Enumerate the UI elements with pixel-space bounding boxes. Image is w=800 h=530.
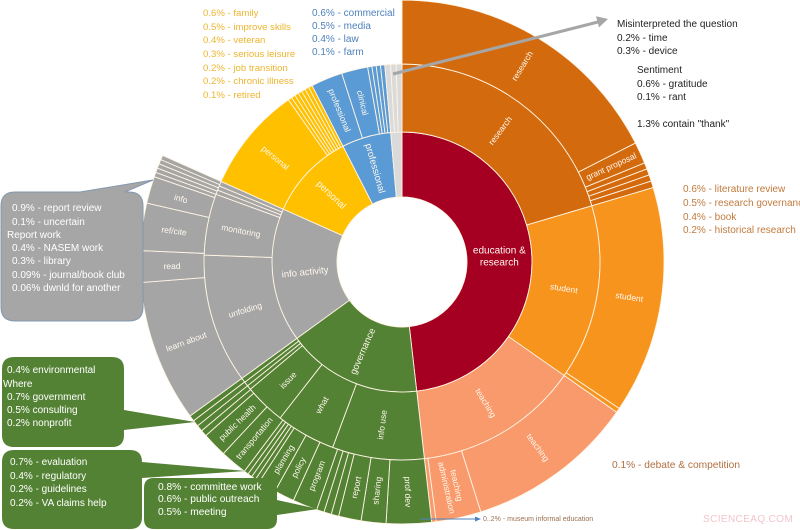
segment-label-read: read bbox=[163, 261, 180, 271]
governance-callout-2-text: 0.7% - evaluation 0.4% - regulatory 0.2%… bbox=[10, 456, 107, 511]
callout-line: 0.9% - report review bbox=[12, 203, 102, 215]
note-line: 0.4% - veteran bbox=[203, 35, 266, 47]
note-line: 0.6% - gratitude bbox=[637, 78, 708, 90]
callout-line: 0.2% - VA claims help bbox=[10, 498, 107, 510]
callout-line: 0.2% - guidelines bbox=[10, 484, 87, 496]
segment-label-report: report bbox=[349, 475, 363, 499]
governance-callout-2-bubble bbox=[2, 450, 246, 529]
museum-arrowhead-icon bbox=[475, 516, 481, 522]
debate-note: 0.1% - debate & competition bbox=[612, 460, 740, 471]
note-line: 0.1% - farm bbox=[312, 46, 364, 58]
governance-callout-1-bubble bbox=[2, 357, 195, 447]
info-callout-text: 0.9% - report review 0.1% - uncertain Re… bbox=[7, 202, 125, 295]
callout-line: 0.6% - public outreach bbox=[158, 494, 260, 506]
misinterpreted-arrow-line bbox=[392, 20, 599, 76]
segment-label-info: info bbox=[173, 192, 189, 205]
note-line: 0.3% - device bbox=[617, 46, 678, 58]
callout-heading: Where bbox=[3, 378, 33, 390]
note-line: 0.1% - rant bbox=[637, 92, 686, 104]
note-line: 0.6% - commercial bbox=[312, 7, 395, 19]
note-line: 0.2% - chronic illness bbox=[203, 76, 294, 88]
misinterpreted-notes: Misinterpreted the question 0.2% - time … bbox=[617, 18, 738, 59]
note-line: 0.1% - retired bbox=[203, 90, 261, 102]
professional-notes: 0.6% - commercial 0.5% - media 0.4% - la… bbox=[312, 7, 395, 59]
segment-label-student: student bbox=[615, 290, 645, 304]
watermark: SCIENCEAQ.COM bbox=[703, 514, 794, 525]
note-line: 0.4% - law bbox=[312, 33, 359, 45]
sunburst-segment bbox=[395, 63, 403, 133]
note-line: 0.5% - research governance bbox=[683, 197, 800, 209]
callout-line: 0.4% environmental bbox=[7, 365, 96, 377]
note-line: 0.3% - serious leisure bbox=[203, 49, 296, 61]
callout-line: 0.5% consulting bbox=[7, 405, 78, 417]
callout-line: 0.2% nonprofit bbox=[7, 418, 72, 430]
callout-line: 0.1% - uncertain bbox=[12, 216, 85, 228]
segment-label-sharing: sharing bbox=[370, 476, 383, 505]
callout-line: 0.7% - evaluation bbox=[10, 457, 88, 468]
segment-label-info-use: info use bbox=[375, 409, 389, 440]
callout-line: 0.5% - meeting bbox=[158, 507, 227, 519]
callout-line: 0.06% dwnld for another bbox=[12, 283, 121, 295]
misinterpreted-title: Misinterpreted the question bbox=[617, 19, 738, 31]
governance-callout-3-text: 0.8% - committee work 0.6% - public outr… bbox=[158, 482, 262, 520]
callout-heading: Report work bbox=[7, 229, 61, 241]
note-line: 0.6% - family bbox=[203, 8, 259, 19]
segment-label-student: student bbox=[549, 281, 579, 295]
thank-note: 1.3% contain "thank" bbox=[637, 119, 730, 131]
note-line: 0.5% - improve skills bbox=[203, 21, 291, 33]
segment-label-ref-cite: ref/cite bbox=[161, 224, 188, 237]
callout-line: 0.4% - NASEM work bbox=[12, 243, 104, 255]
research-notes: 0.6% - literature review 0.5% - research… bbox=[683, 183, 800, 238]
segment-label-info-activity: info activity bbox=[281, 264, 329, 280]
segment-label-education-research: education & research bbox=[473, 245, 526, 268]
note-line: 0.6% - literature review bbox=[683, 184, 786, 196]
callout-line: 0.3% - library bbox=[12, 256, 71, 268]
callout-line: 0.09% - journal/book club bbox=[12, 269, 125, 281]
segment-label-prof-dev: prof dev bbox=[403, 476, 414, 508]
sentiment-title: Sentiment bbox=[637, 65, 683, 77]
sunburst-segment bbox=[160, 154, 222, 186]
governance-callout-3-bubble bbox=[144, 478, 318, 529]
governance-callout-1-text: 0.4% environmental Where 0.7% government… bbox=[3, 364, 96, 430]
note-line: 0.2% - historical research bbox=[683, 225, 796, 237]
note-line: 0.2% - job transition bbox=[203, 62, 288, 74]
sunburst-segments bbox=[139, 0, 665, 525]
callout-line: 0.8% - committee work bbox=[158, 481, 262, 493]
callout-line: 0.7% government bbox=[7, 391, 86, 403]
museum-note: 0..2% - museum informal education bbox=[483, 516, 594, 523]
personal-notes: 0.6% - family 0.5% - improve skills 0.4%… bbox=[203, 7, 295, 103]
sentiment-notes: Sentiment 0.6% - gratitude 0.1% - rant bbox=[637, 64, 708, 105]
info-callout-bubble bbox=[0, 179, 154, 322]
misinterpreted-arrowhead-icon bbox=[596, 16, 608, 28]
note-line: 0.2% - time bbox=[617, 32, 668, 44]
note-line: 0.4% - book bbox=[683, 211, 737, 223]
note-line: 0.5% - media bbox=[312, 20, 371, 32]
callout-line: 0.4% - regulatory bbox=[10, 470, 87, 482]
